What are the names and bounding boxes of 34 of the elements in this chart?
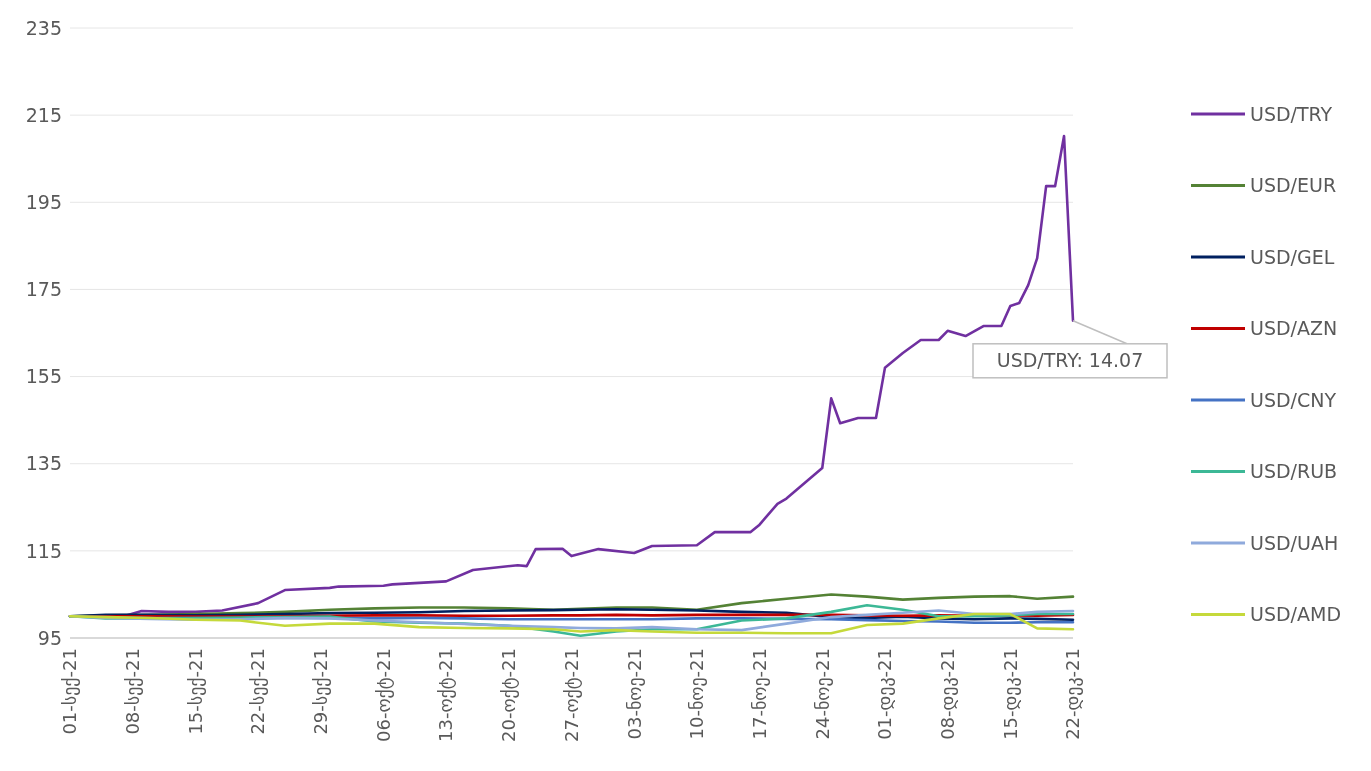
x-tick-label: 24-ნოე-21 [811, 648, 833, 740]
x-tick-label: 15-სექ-21 [184, 648, 206, 735]
y-tick-label: 155 [25, 365, 62, 388]
y-tick-label: 95 [37, 626, 62, 649]
y-tick-label: 215 [25, 103, 62, 126]
x-tick-label: 17-ნოე-21 [748, 648, 770, 740]
x-tick-label: 03-ნოე-21 [623, 648, 645, 740]
legend-label: USD/TRY [1250, 102, 1333, 125]
y-tick-label: 175 [25, 278, 62, 301]
x-tick-label: 08-სექ-21 [121, 648, 143, 735]
legend-label: USD/AMD [1250, 603, 1342, 626]
legend-label: USD/RUB [1250, 460, 1338, 483]
x-tick-label: 08-დეკ-21 [936, 648, 958, 740]
legend-label: USD/EUR [1250, 174, 1337, 197]
legend-label: USD/GEL [1250, 245, 1335, 268]
annotation: USD/TRY: 14.07 [996, 349, 1144, 372]
legend-label: USD/UAH [1250, 531, 1339, 554]
legend-label: USD/AZN [1250, 317, 1338, 340]
y-tick-label: 135 [25, 452, 62, 475]
x-tick-label: 29-სექ-21 [310, 648, 332, 735]
x-tick-label: 27-ოქტ-21 [560, 648, 582, 742]
y-tick-label: 115 [25, 539, 62, 562]
x-tick-label: 22-სექ-21 [247, 648, 269, 735]
x-tick-label: 20-ოქტ-21 [498, 648, 520, 742]
x-tick-label: 15-დეკ-21 [999, 648, 1021, 740]
x-tick-label: 22-დეკ-21 [1062, 648, 1084, 740]
x-tick-label: 06-ოქტ-21 [372, 648, 394, 742]
legend-label: USD/CNY [1250, 388, 1337, 411]
x-tick-label: 10-ნოე-21 [686, 648, 708, 740]
x-tick-label: 01-სექ-21 [59, 648, 81, 735]
y-tick-label: 235 [25, 16, 62, 39]
y-tick-label: 195 [25, 190, 62, 213]
x-tick-label: 13-ოქტ-21 [435, 648, 457, 742]
x-tick-label: 01-დეკ-21 [874, 648, 896, 740]
